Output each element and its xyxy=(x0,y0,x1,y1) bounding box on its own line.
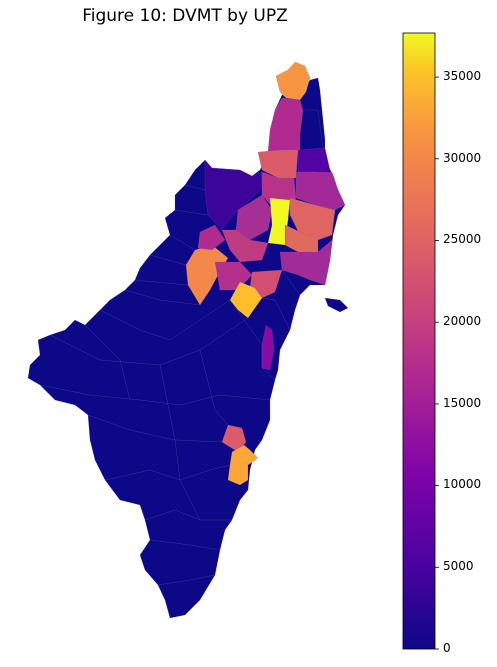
upz-region-north-4 xyxy=(295,171,346,211)
upz-region-north-1 xyxy=(267,97,304,153)
upz-region-west-magenta xyxy=(197,224,226,251)
upz-region-north-5 xyxy=(204,159,263,231)
colorbar-tick-label: 35000 xyxy=(443,69,482,83)
colorbar-ticks xyxy=(435,76,439,650)
upz-region-center-8 xyxy=(249,269,283,299)
upz-region-center-2 xyxy=(289,197,336,241)
upz-region-center-6 xyxy=(221,229,269,263)
colorbar-tick-label: 5000 xyxy=(443,559,474,573)
upz-region-north-3 xyxy=(297,147,331,173)
colorbar-tick-label: 0 xyxy=(443,641,451,655)
upz-boundaries xyxy=(39,184,301,586)
colorbar-tick-label: 30000 xyxy=(443,151,482,165)
colorbar-tick-label: 25000 xyxy=(443,232,482,246)
upz-region-south-orange xyxy=(227,444,259,486)
upz-region-island xyxy=(324,297,349,313)
colorbar xyxy=(402,32,436,650)
colorbar-tick-label: 15000 xyxy=(443,396,482,410)
colorbar-tick-label: 20000 xyxy=(443,314,482,328)
map-title: Figure 10: DVMT by UPZ xyxy=(82,6,288,26)
upz-region-north-cap xyxy=(275,61,311,101)
colorbar-tick-label: 10000 xyxy=(443,477,482,491)
upz-region-center-5 xyxy=(279,239,333,286)
